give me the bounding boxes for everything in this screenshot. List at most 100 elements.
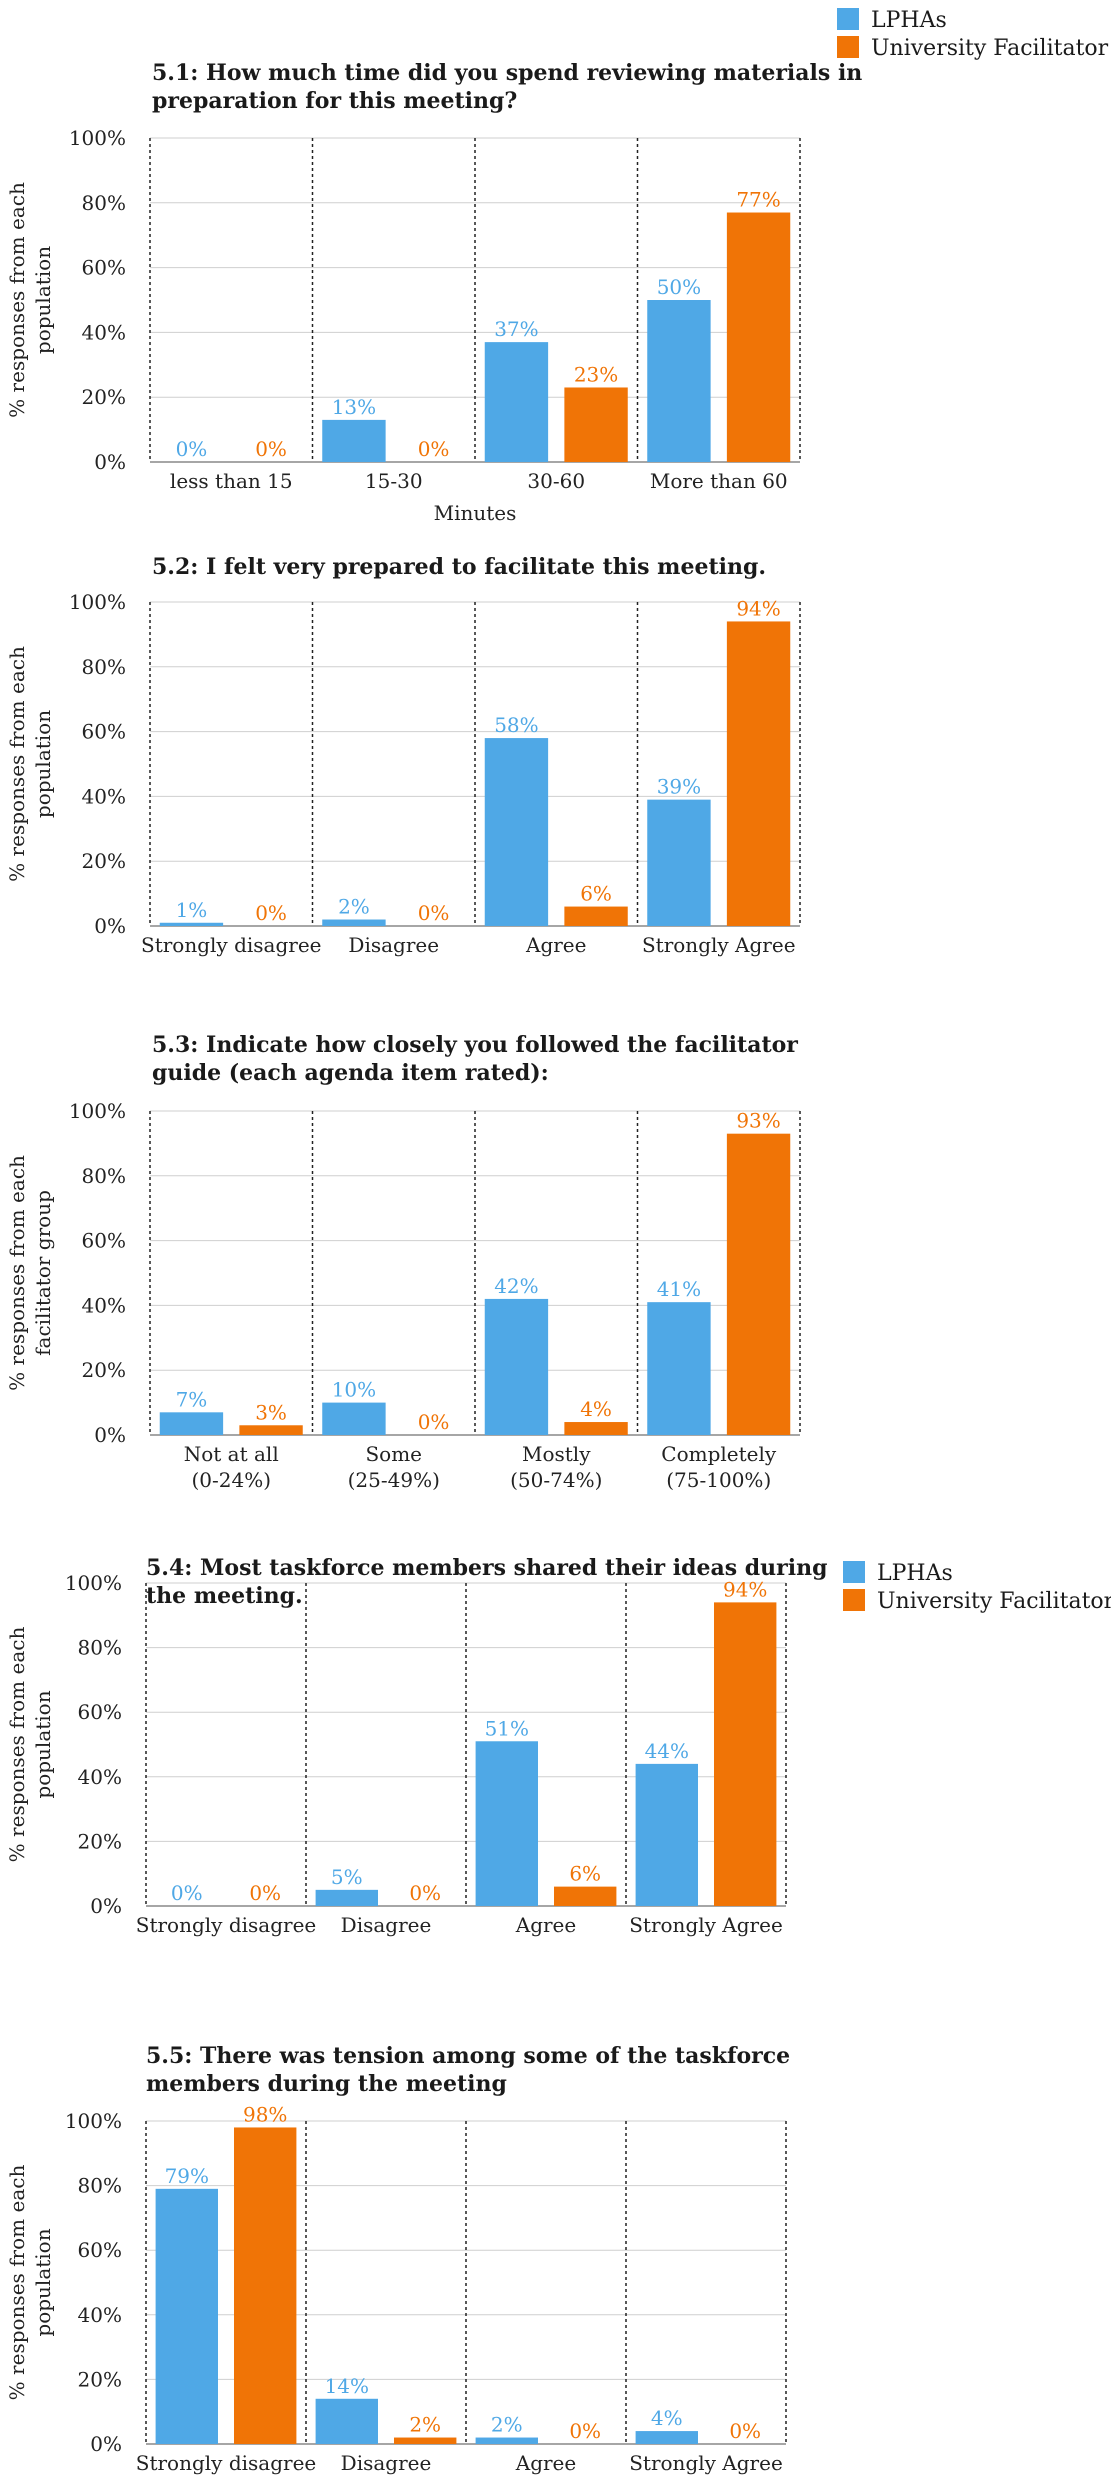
chart-title-line: 5.2: I felt very prepared to facilitate …	[152, 554, 766, 580]
data-label-lphas: 41%	[657, 1277, 701, 1301]
y-tick-label: 40%	[78, 2303, 122, 2327]
category-label: Strongly disagree	[136, 2451, 317, 2475]
data-label-facilitator: 2%	[409, 2413, 441, 2437]
y-tick-label: 0%	[94, 1423, 126, 1447]
y-tick-label: 60%	[78, 2238, 122, 2262]
y-tick-label: 40%	[82, 784, 126, 808]
bar-facilitator	[394, 2437, 457, 2444]
y-axis-label-line: % responses from each	[5, 182, 29, 418]
bar-lphas	[159, 922, 224, 926]
data-label-facilitator: 6%	[569, 1862, 601, 1886]
y-tick-label: 80%	[82, 655, 126, 679]
data-label-facilitator: 3%	[255, 1400, 287, 1424]
chart-title-line: the meeting.	[146, 1583, 303, 1609]
x-axis-label: Minutes	[434, 501, 517, 525]
chart-title-line: 5.5: There was tension among some of the…	[146, 2043, 790, 2069]
category-label: More than 60	[650, 469, 788, 493]
y-tick-label: 60%	[78, 1700, 122, 1724]
chart-1: 5.1: How much time did you spend reviewi…	[5, 60, 862, 525]
y-tick-label: 80%	[78, 2174, 122, 2198]
legend-label-facilitator: University Facilitator	[877, 1589, 1111, 1614]
data-label-facilitator: 0%	[569, 2419, 601, 2443]
chart-5: 5.5: There was tension among some of the…	[5, 2043, 790, 2475]
category-label: Agree	[515, 2451, 576, 2475]
bar-facilitator	[564, 387, 628, 462]
chart-title-line: 5.4: Most taskforce members shared their…	[146, 1555, 827, 1581]
y-axis-label-line: population	[31, 246, 55, 354]
y-axis-label-line: % responses from each	[5, 646, 29, 882]
data-label-facilitator: 94%	[736, 596, 780, 620]
y-axis-label-line: population	[31, 710, 55, 818]
category-label: (0-24%)	[191, 1468, 271, 1492]
y-axis-label-line: % responses from each	[5, 1155, 29, 1391]
category-label: (25-49%)	[348, 1468, 440, 1492]
bar-facilitator	[714, 1602, 777, 1906]
data-label-facilitator: 0%	[418, 437, 450, 461]
category-label: Strongly Agree	[629, 1913, 783, 1937]
bar-lphas	[155, 2188, 218, 2444]
bar-facilitator	[234, 2127, 297, 2444]
data-label-facilitator: 0%	[255, 437, 287, 461]
y-axis-label: % responses from each facilitator group	[5, 1155, 55, 1391]
y-tick-label: 100%	[65, 1571, 122, 1595]
bar-lphas	[635, 2431, 698, 2444]
data-label-lphas: 5%	[331, 1865, 363, 1889]
chart-title-line: 5.3: Indicate how closely you followed t…	[152, 1032, 798, 1058]
bar-lphas	[647, 799, 711, 926]
y-tick-label: 40%	[82, 320, 126, 344]
y-tick-label: 100%	[65, 2109, 122, 2133]
data-label-lphas: 13%	[332, 395, 376, 419]
bar-lphas	[475, 2437, 538, 2444]
bar-lphas	[315, 1889, 378, 1906]
bar-lphas	[475, 1741, 538, 1906]
chart-3: 5.3: Indicate how closely you followed t…	[5, 1032, 801, 1492]
y-tick-label: 100%	[69, 590, 126, 614]
y-tick-label: 60%	[82, 720, 126, 744]
legend-label-lphas: LPHAs	[877, 1561, 953, 1586]
category-label: 15-30	[365, 469, 423, 493]
bar-lphas	[315, 2398, 378, 2444]
data-label-lphas: 0%	[171, 1881, 203, 1905]
y-tick-label: 20%	[78, 1829, 122, 1853]
category-label: Strongly disagree	[136, 1913, 317, 1937]
y-tick-label: 20%	[82, 849, 126, 873]
bar-facilitator	[564, 1422, 628, 1435]
data-label-lphas: 50%	[657, 275, 701, 299]
data-label-facilitator: 0%	[249, 1881, 281, 1905]
category-label: (50-74%)	[510, 1468, 602, 1492]
category-label: Completely	[661, 1442, 777, 1466]
y-axis-label-line: facilitator group	[31, 1190, 55, 1356]
data-label-lphas: 14%	[325, 2374, 369, 2398]
data-label-lphas: 42%	[494, 1274, 538, 1298]
chart-title-line: preparation for this meeting?	[152, 88, 517, 114]
chart-2: 5.2: I felt very prepared to facilitate …	[5, 554, 801, 957]
y-tick-label: 0%	[94, 450, 126, 474]
legend-1: LPHAs University Facilitator	[837, 8, 1109, 61]
y-tick-label: 60%	[82, 1229, 126, 1253]
bar-lphas	[484, 1298, 549, 1435]
category-label: Disagree	[341, 2451, 432, 2475]
data-label-lphas: 10%	[332, 1378, 376, 1402]
data-label-lphas: 2%	[338, 895, 370, 919]
data-label-facilitator: 94%	[723, 1577, 767, 1601]
data-label-lphas: 39%	[657, 775, 701, 799]
y-tick-label: 80%	[78, 1636, 122, 1660]
legend-swatch-lphas	[837, 8, 859, 30]
y-axis-label-line: population	[31, 2228, 55, 2336]
category-label: Agree	[515, 1913, 576, 1937]
chart-4: 5.4: Most taskforce members shared their…	[5, 1555, 827, 1937]
data-label-facilitator: 0%	[729, 2419, 761, 2443]
data-label-facilitator: 6%	[580, 882, 612, 906]
y-tick-label: 20%	[82, 1358, 126, 1382]
data-label-facilitator: 0%	[409, 1881, 441, 1905]
y-tick-label: 20%	[82, 385, 126, 409]
data-label-facilitator: 77%	[736, 188, 780, 212]
y-tick-label: 100%	[69, 1099, 126, 1123]
category-label: Strongly disagree	[141, 933, 322, 957]
category-label: Some	[365, 1442, 422, 1466]
legend-label-lphas: LPHAs	[871, 8, 947, 33]
legend-swatch-facilitator	[837, 36, 859, 58]
legend-2: LPHAs University Facilitator	[843, 1561, 1111, 1614]
legend-swatch-facilitator	[843, 1589, 865, 1611]
y-axis-label: % responses from each population	[5, 646, 55, 882]
